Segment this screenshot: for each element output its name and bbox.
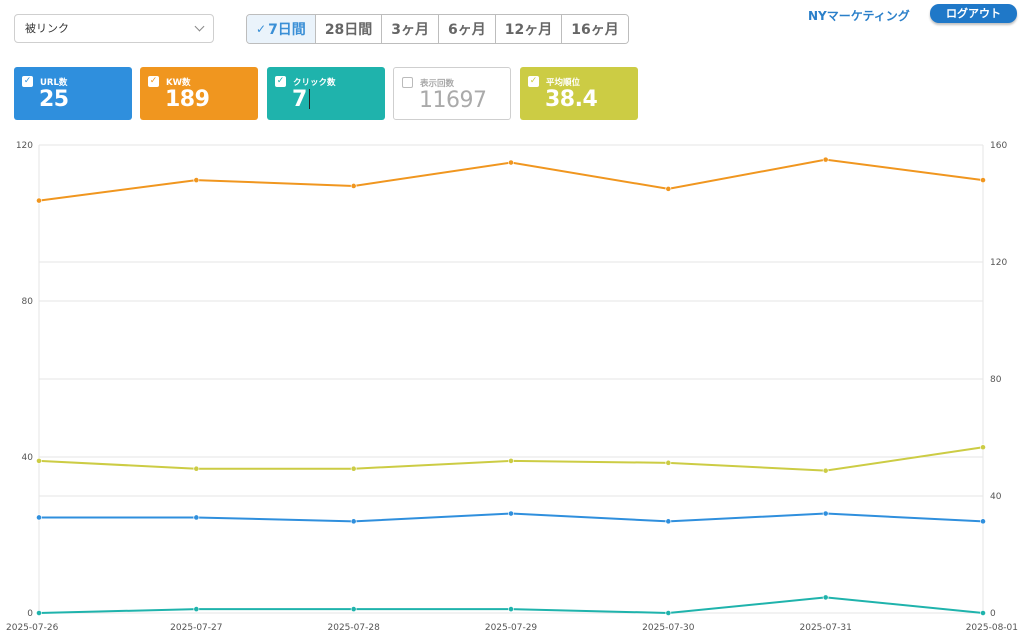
metric-label: KW数 <box>166 78 191 88</box>
x-tick-label: 2025-07-31 <box>800 623 852 633</box>
x-tick-label: 2025-08-01 <box>966 623 1018 633</box>
y-right-tick-label: 80 <box>990 375 1002 385</box>
checkbox-impressions[interactable] <box>402 77 413 88</box>
data-point <box>508 510 514 517</box>
text-cursor <box>308 89 310 109</box>
data-point <box>508 159 514 166</box>
period-16m-button[interactable]: 16ヶ月 <box>562 15 628 43</box>
x-tick-label: 2025-07-27 <box>170 623 222 633</box>
checkbox-clicks[interactable]: ✓ <box>275 76 286 87</box>
metric-card-clicks[interactable]: ✓ クリック数 7 <box>267 67 385 120</box>
data-point <box>508 606 514 612</box>
data-point <box>350 183 357 189</box>
checkbox-kw[interactable]: ✓ <box>148 76 159 87</box>
period-28d-button[interactable]: 28日間 <box>315 15 383 43</box>
checkbox-avg-rank[interactable]: ✓ <box>528 76 539 87</box>
check-icon: ✓ <box>529 76 538 86</box>
period-12m-button[interactable]: 12ヶ月 <box>495 15 563 43</box>
period-selector: ✓ 7日間 28日間 3ヶ月 6ヶ月 12ヶ月 16ヶ月 <box>246 14 629 44</box>
data-point <box>980 444 986 451</box>
y-left-tick-label: 120 <box>16 141 33 151</box>
check-icon: ✓ <box>23 76 32 86</box>
x-tick-label: 2025-07-28 <box>328 623 381 633</box>
data-point <box>822 510 829 517</box>
data-point <box>193 606 200 612</box>
y-left-tick-label: 40 <box>22 453 34 463</box>
line-chart: 0 40 80 120 160 0 40 80 120 2025-07-26 2025-07-27 2… <box>6 141 1018 633</box>
data-point <box>36 457 42 464</box>
metric-card-kw[interactable]: ✓ KW数 189 <box>140 67 258 120</box>
y-right-tick-label: 120 <box>990 258 1007 268</box>
metric-value: 38.4 <box>545 87 598 112</box>
x-tick-label: 2025-07-26 <box>6 623 59 633</box>
data-point <box>193 465 200 472</box>
data-point <box>665 610 672 616</box>
data-point <box>193 514 200 521</box>
filter-select-value: 被リンク <box>25 22 69 35</box>
data-point <box>822 156 829 163</box>
metric-label: 表示回数 <box>420 79 455 89</box>
data-point <box>980 177 986 183</box>
metric-value: 189 <box>165 87 210 112</box>
data-point <box>36 197 42 204</box>
check-icon: ✓ <box>276 76 285 86</box>
y-right-tick-label: 0 <box>990 609 996 619</box>
data-point <box>822 594 829 601</box>
data-point <box>350 465 357 472</box>
check-icon: ✓ <box>256 22 267 36</box>
series-line <box>38 158 984 202</box>
data-point <box>980 518 986 525</box>
metric-value: 7 <box>292 87 310 112</box>
y-left-tick-label: 80 <box>22 297 34 307</box>
metric-card-url[interactable]: ✓ URL数 25 <box>14 67 132 120</box>
data-point <box>665 185 672 192</box>
data-point <box>822 467 829 474</box>
data-point <box>36 610 42 616</box>
period-3m-button[interactable]: 3ヶ月 <box>382 15 440 43</box>
data-point <box>350 606 357 612</box>
data-point <box>193 177 200 183</box>
logout-button[interactable]: ログアウト <box>930 4 1017 23</box>
metric-value: 25 <box>39 87 69 112</box>
x-tick-label: 2025-07-30 <box>642 623 695 633</box>
metric-label: クリック数 <box>293 78 336 88</box>
data-point <box>665 459 672 466</box>
data-point <box>508 457 514 464</box>
data-point <box>665 518 672 525</box>
y-right-tick-label: 40 <box>990 492 1002 502</box>
metric-label: URL数 <box>40 78 68 88</box>
brand-link[interactable]: NYマーケティング <box>808 9 910 23</box>
metric-card-impressions[interactable]: 表示回数 11697 <box>393 67 511 120</box>
chevron-down-icon <box>194 21 205 32</box>
period-7d-button[interactable]: ✓ 7日間 <box>247 15 316 43</box>
y-right-tick-label: 160 <box>990 141 1007 151</box>
filter-select[interactable]: 被リンク <box>14 14 214 43</box>
x-tick-label: 2025-07-29 <box>485 623 538 633</box>
check-icon: ✓ <box>149 76 158 86</box>
data-point <box>36 514 42 521</box>
metric-label: 平均順位 <box>546 78 581 88</box>
checkbox-url[interactable]: ✓ <box>22 76 33 87</box>
metric-value: 11697 <box>419 88 487 113</box>
data-point <box>980 610 986 616</box>
period-6m-button[interactable]: 6ヶ月 <box>439 15 496 43</box>
metric-card-avg-rank[interactable]: ✓ 平均順位 38.4 <box>520 67 638 120</box>
data-point <box>350 518 357 525</box>
y-left-tick-label: 0 <box>27 609 33 619</box>
